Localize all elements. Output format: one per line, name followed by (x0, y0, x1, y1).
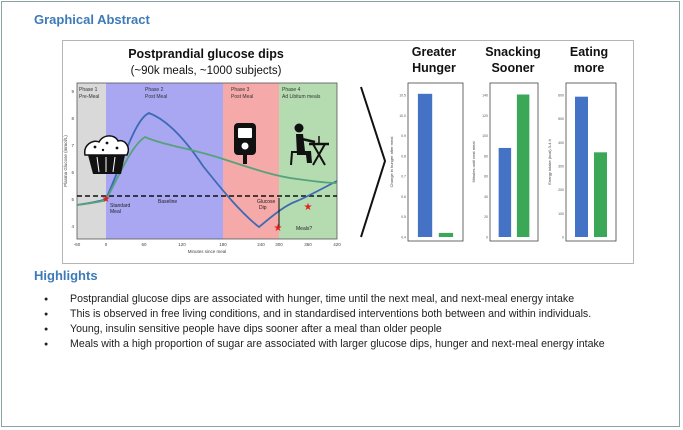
graphical-abstract-panel: Postprandial glucose dips (~90k meals, ~… (62, 40, 634, 264)
eating-y-tick: 0 (562, 236, 564, 240)
meal-star-icon: ★ (102, 194, 111, 205)
phase-2-sublabel: Post Meal (145, 94, 167, 100)
y-tick: 7 (71, 143, 74, 148)
outcome-title-hunger: Greater (412, 45, 457, 59)
main-figure-title: Postprandial glucose dips (128, 47, 284, 61)
hunger-y-tick: 0.4 (401, 236, 406, 240)
snacking-bar-dip (498, 147, 512, 237)
x-tick: 0 (105, 242, 108, 247)
hunger-chart-frame (407, 82, 464, 242)
snacking-y-tick: 100 (482, 134, 488, 138)
standard-meal-annotation: Standard (110, 203, 131, 209)
highlight-item: Young, insulin sensitive people have dip… (44, 323, 664, 336)
y-tick: 5 (71, 197, 74, 202)
hunger-y-axis-label: Change in hunger after meal (389, 137, 394, 188)
glucose-x-axis-label: Minutes since meal (188, 249, 227, 254)
outcome-bars (417, 93, 607, 237)
standard-meal-annotation-line2: Meal (110, 209, 121, 215)
hunger-bar-dip (417, 93, 433, 237)
glucose-dip-annotation-line2: Dip (259, 205, 267, 211)
eating-y-tick: 200 (558, 188, 564, 192)
x-tick: 120 (178, 242, 186, 247)
phase-4-label: Phase 4 (282, 87, 301, 93)
eating-y-tick: 100 (558, 212, 564, 216)
next-meal-star-icon: ★ (304, 202, 313, 213)
meals-annotation: Meals? (296, 226, 312, 232)
outcome-title-eating-line2: more (574, 61, 605, 75)
glucose-y-ticks: 4 5 6 7 8 9 (71, 89, 74, 229)
snacking-y-tick: 80 (484, 154, 488, 158)
hunger-y-tick: 0.9 (401, 134, 406, 138)
baseline-annotation: Baseline (158, 199, 177, 205)
phase-3-background (223, 83, 279, 239)
eating-y-tick: 500 (558, 117, 564, 121)
main-figure-subtitle: (~90k meals, ~1000 subjects) (131, 65, 282, 77)
eating-bar-dip (575, 96, 588, 237)
eating-y-tick: 300 (558, 165, 564, 169)
hunger-y-tick: 0.8 (401, 154, 406, 158)
outcome-title-eating: Eating (570, 45, 608, 59)
outcome-title-snacking: Snacking (485, 45, 541, 59)
hunger-y-tick: 0.5 (401, 215, 406, 219)
highlight-item: This is observed in free living conditio… (44, 308, 664, 321)
x-tick: 60 (141, 242, 147, 247)
y-tick: 8 (71, 116, 74, 121)
hunger-y-tick: 0.6 (401, 195, 406, 199)
graphical-abstract-figure: Postprandial glucose dips (~90k meals, ~… (63, 45, 617, 254)
eating-chart-frame (565, 82, 617, 242)
phase-1-label: Phase 1 (79, 87, 98, 93)
highlights-heading: Highlights (34, 268, 98, 283)
snacking-y-tick: 0 (486, 236, 488, 240)
hunger-y-tick: 10.5 (399, 94, 406, 98)
eating-y-tick: 400 (558, 141, 564, 145)
snacking-y-tick: 60 (484, 175, 488, 179)
phase-3-sublabel: Post Meal (231, 94, 253, 100)
snacking-chart-frame (489, 82, 539, 242)
glucose-dip-annotation: Glucose (257, 199, 276, 205)
phase-1-sublabel: Pre-Meal (79, 94, 99, 100)
hunger-y-tick: 0.7 (401, 175, 406, 179)
snacking-y-tick: 20 (484, 215, 488, 219)
phase-4-sublabel: Ad Libitum meals (282, 94, 321, 100)
dip-star-icon: ★ (274, 223, 283, 234)
x-tick: 300 (275, 242, 283, 247)
highlight-item: Postprandial glucose dips are associated… (44, 293, 664, 306)
snacking-y-tick: 120 (482, 114, 488, 118)
glucose-plot-frame (76, 82, 338, 240)
person-eating-icon (290, 123, 329, 166)
snacking-y-axis-label: Minutes until next meal (471, 141, 476, 182)
hunger-y-tick: 10.0 (399, 114, 406, 118)
x-tick: 360 (304, 242, 312, 247)
graphical-abstract-heading: Graphical Abstract (34, 12, 150, 27)
x-tick: 180 (219, 242, 227, 247)
result-arrow-icon (360, 86, 387, 238)
y-tick: 6 (71, 170, 74, 175)
hunger-bar-no-dip (438, 232, 454, 237)
phase-3-label: Phase 3 (231, 87, 250, 93)
outcome-title-snacking-line2: Sooner (491, 61, 534, 75)
snacking-y-tick: 140 (482, 94, 488, 98)
glucose-meter-icon (234, 123, 256, 164)
phase-2-label: Phase 2 (145, 87, 164, 93)
x-tick: 240 (257, 242, 265, 247)
glucose-y-axis-label: Plasma Glucose (mmol/L) (63, 135, 68, 187)
x-tick: 420 (333, 242, 341, 247)
highlights-list: Postprandial glucose dips are associated… (44, 293, 664, 353)
highlight-item: Meals with a high proportion of sugar ar… (44, 338, 664, 351)
outcome-title-hunger-line2: Hunger (412, 61, 456, 75)
outcome-y-ticks: 0.4 0.5 0.6 0.7 0.8 0.9 10.0 10.5 0 20 40 60 80 100 12… (399, 94, 564, 240)
x-tick: -60 (74, 242, 81, 247)
glucose-x-ticks: -60 0 60 120 180 240 300 360 420 (74, 242, 342, 247)
y-tick: 9 (71, 89, 74, 94)
glucose-curve-green (76, 135, 338, 206)
snacking-y-tick: 40 (484, 195, 488, 199)
snacking-bar-no-dip (516, 94, 530, 237)
muffin-icon (84, 135, 130, 174)
eating-bar-no-dip (594, 152, 607, 237)
y-tick: 4 (71, 224, 74, 229)
eating-y-axis-label: Energy intake (kcal) 3-4 h (547, 139, 552, 185)
eating-y-tick: 600 (558, 94, 564, 98)
